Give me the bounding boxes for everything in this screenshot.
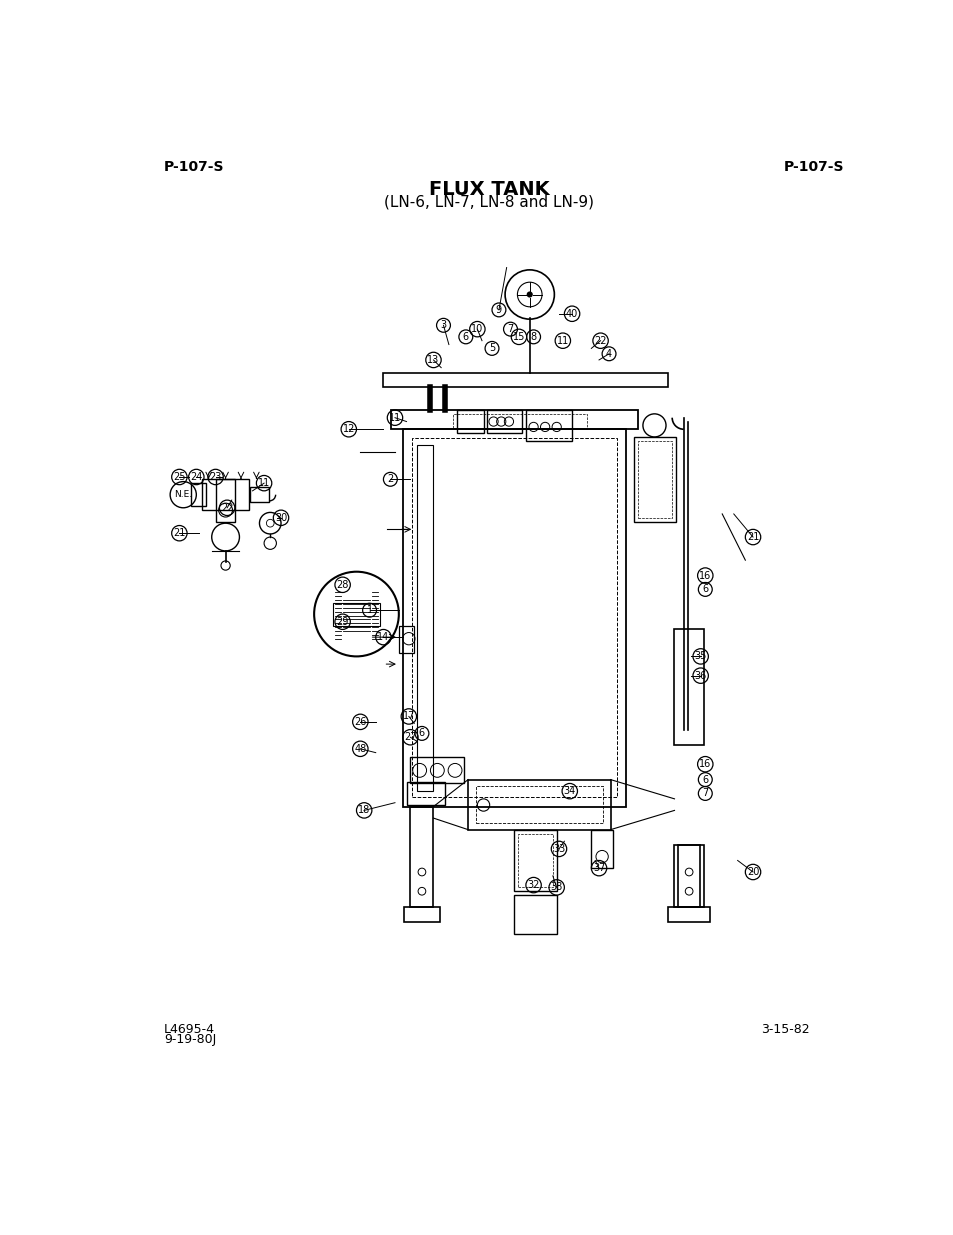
Text: 11: 11 xyxy=(257,478,270,488)
Bar xyxy=(416,445,433,792)
Text: 15: 15 xyxy=(512,332,524,342)
Text: 11: 11 xyxy=(557,336,568,346)
Text: 8: 8 xyxy=(530,332,537,342)
Text: 17: 17 xyxy=(402,711,415,721)
Text: 1: 1 xyxy=(366,605,373,615)
Text: 38: 38 xyxy=(550,882,562,893)
Text: 37: 37 xyxy=(592,863,604,873)
Text: FLUX TANK: FLUX TANK xyxy=(428,179,549,199)
Text: 29: 29 xyxy=(336,616,349,626)
Bar xyxy=(191,483,206,506)
Text: L4695-4: L4695-4 xyxy=(164,1024,214,1036)
Bar xyxy=(391,410,637,430)
Text: 5: 5 xyxy=(488,343,495,353)
Text: 26: 26 xyxy=(354,716,366,727)
Bar xyxy=(637,441,672,517)
Text: 34: 34 xyxy=(563,787,576,797)
Text: 18: 18 xyxy=(357,805,370,815)
Bar xyxy=(514,895,557,934)
Text: 10: 10 xyxy=(471,324,483,335)
Bar xyxy=(487,410,521,433)
Text: 6: 6 xyxy=(462,332,468,342)
Text: 33: 33 xyxy=(553,844,564,853)
Bar xyxy=(333,603,379,626)
Text: 32: 32 xyxy=(527,881,539,890)
Bar xyxy=(406,782,444,805)
Text: 7: 7 xyxy=(507,324,513,335)
Text: 21: 21 xyxy=(746,532,759,542)
Bar xyxy=(250,487,269,503)
Bar xyxy=(410,806,433,906)
Text: 16: 16 xyxy=(699,571,711,580)
Bar xyxy=(402,430,625,806)
Text: 22: 22 xyxy=(221,503,233,513)
Bar xyxy=(398,626,414,652)
Bar xyxy=(591,830,612,868)
Text: 16: 16 xyxy=(699,760,711,769)
Bar xyxy=(668,906,709,923)
Bar xyxy=(514,830,557,892)
Bar xyxy=(525,410,572,441)
Text: 14: 14 xyxy=(377,632,389,642)
Text: 27: 27 xyxy=(404,732,416,742)
Bar xyxy=(678,845,700,906)
Text: 6: 6 xyxy=(701,774,708,784)
Text: 48: 48 xyxy=(354,743,366,753)
Text: 20: 20 xyxy=(746,867,759,877)
Text: 4: 4 xyxy=(605,348,612,359)
Text: 9-19-80J: 9-19-80J xyxy=(164,1034,216,1046)
Text: P-107-S: P-107-S xyxy=(783,161,843,174)
Text: 35: 35 xyxy=(694,651,706,662)
Text: 24: 24 xyxy=(190,472,202,482)
Text: N.E.: N.E. xyxy=(174,490,193,499)
Bar xyxy=(517,834,552,888)
Text: 21: 21 xyxy=(173,529,186,538)
Text: 3: 3 xyxy=(440,320,446,330)
Text: 23: 23 xyxy=(209,472,221,482)
Text: (LN-6, LN-7, LN-8 and LN-9): (LN-6, LN-7, LN-8 and LN-9) xyxy=(383,195,594,210)
Bar xyxy=(216,479,234,521)
Text: 11: 11 xyxy=(389,412,400,422)
Text: 30: 30 xyxy=(274,513,287,522)
Text: P-107-S: P-107-S xyxy=(164,161,224,174)
Text: 25: 25 xyxy=(172,472,186,482)
Text: 13: 13 xyxy=(427,354,439,366)
Text: 2: 2 xyxy=(387,474,393,484)
Circle shape xyxy=(314,572,398,656)
Bar xyxy=(383,373,668,387)
Circle shape xyxy=(526,291,533,298)
Text: 6: 6 xyxy=(418,729,424,739)
Text: 12: 12 xyxy=(342,425,355,435)
Bar xyxy=(468,779,610,830)
Bar xyxy=(410,757,464,783)
Text: 40: 40 xyxy=(565,309,578,319)
Bar xyxy=(453,414,587,430)
Bar xyxy=(674,630,703,745)
Text: 36: 36 xyxy=(694,671,706,680)
Text: 7: 7 xyxy=(701,788,708,799)
Bar xyxy=(456,410,483,433)
Text: 28: 28 xyxy=(336,579,349,590)
Text: 6: 6 xyxy=(701,584,708,594)
Text: 3-15-82: 3-15-82 xyxy=(760,1024,808,1036)
Bar xyxy=(404,906,439,923)
Text: 22: 22 xyxy=(594,336,606,346)
Bar xyxy=(202,479,249,510)
Bar xyxy=(476,785,602,824)
Bar xyxy=(674,845,703,906)
Bar xyxy=(412,438,616,798)
Bar xyxy=(633,437,676,521)
Text: 9: 9 xyxy=(496,305,501,315)
